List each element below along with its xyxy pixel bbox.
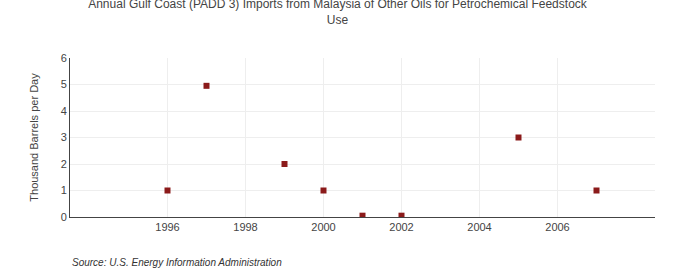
svg-text:4: 4	[61, 105, 67, 117]
svg-text:6: 6	[61, 52, 67, 64]
svg-text:2000: 2000	[311, 221, 335, 233]
svg-text:2004: 2004	[467, 221, 491, 233]
svg-text:Source: U.S. Energy Informatio: Source: U.S. Energy Information Administ…	[72, 257, 282, 268]
svg-text:1998: 1998	[233, 221, 257, 233]
svg-text:5: 5	[61, 78, 67, 90]
svg-text:1996: 1996	[155, 221, 179, 233]
svg-text:Annual Gulf Coast (PADD 3) Imp: Annual Gulf Coast (PADD 3) Imports from …	[88, 0, 588, 27]
svg-text:2002: 2002	[389, 221, 413, 233]
svg-text:3: 3	[61, 131, 67, 143]
svg-text:2: 2	[61, 158, 67, 170]
svg-text:0: 0	[61, 211, 67, 223]
svg-text:2006: 2006	[545, 221, 569, 233]
svg-text:Thousand Barrels per Day: Thousand Barrels per Day	[28, 73, 40, 202]
svg-text:1: 1	[61, 184, 67, 196]
